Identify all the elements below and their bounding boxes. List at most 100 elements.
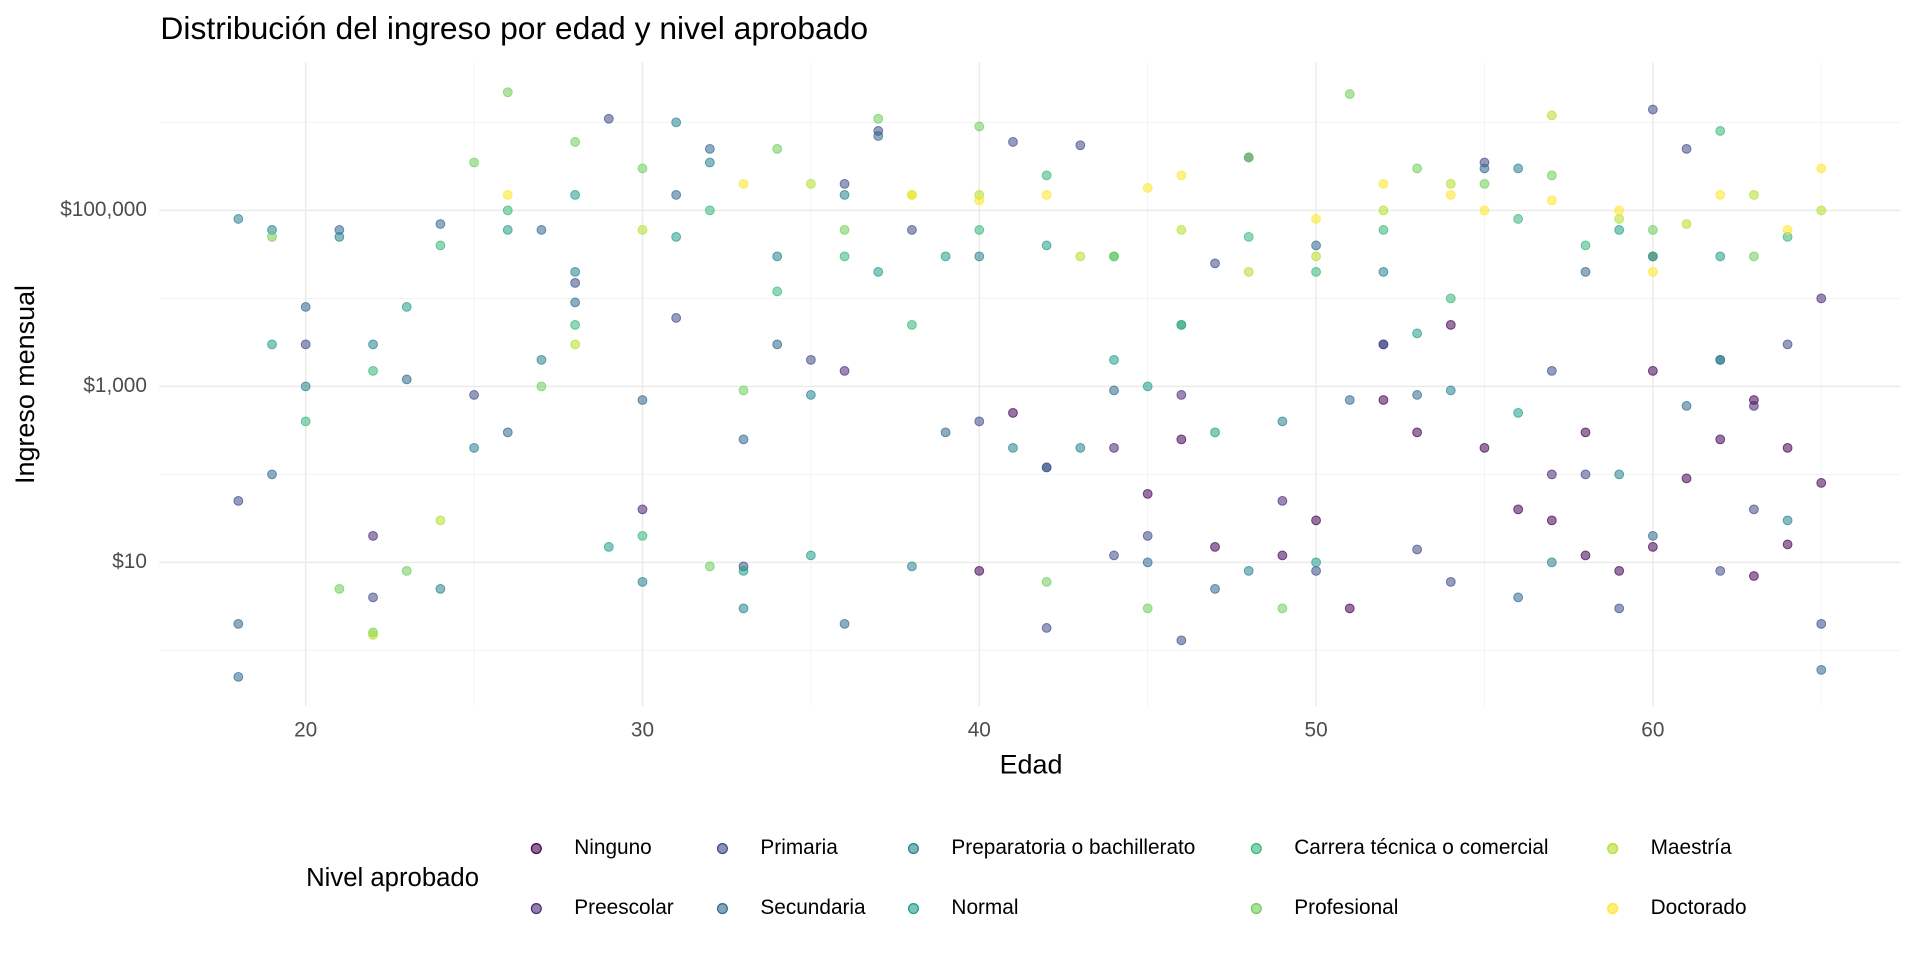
point: [873, 131, 884, 141]
point: [1445, 179, 1456, 189]
legend-label: Doctorado: [1651, 896, 1747, 919]
point: [1513, 163, 1524, 174]
point: [1412, 427, 1423, 438]
legend-label: Profesional: [1294, 896, 1398, 919]
point: [704, 561, 715, 572]
point: [401, 302, 412, 312]
point: [1277, 603, 1288, 614]
point: [738, 603, 749, 614]
point: [873, 113, 884, 124]
point: [1479, 179, 1490, 189]
point: [435, 515, 446, 526]
point: [839, 225, 850, 235]
point: [1715, 189, 1726, 200]
point: [1816, 478, 1827, 488]
point: [1176, 319, 1187, 330]
point: [1546, 557, 1557, 568]
point: [1311, 251, 1321, 262]
point: [1142, 488, 1153, 499]
point: [1681, 219, 1692, 229]
point: [1142, 603, 1153, 614]
point: [435, 240, 446, 251]
point: [368, 592, 378, 603]
point: [368, 530, 378, 541]
point: [1782, 442, 1793, 453]
point: [1479, 163, 1490, 174]
point: [1715, 434, 1726, 445]
point: [1412, 328, 1423, 339]
point: [1243, 231, 1254, 242]
point: [772, 286, 783, 297]
point: [1311, 266, 1321, 277]
legend-label: Secundaria: [760, 896, 866, 919]
point: [1142, 530, 1153, 541]
point: [1378, 205, 1389, 216]
point: [805, 390, 816, 400]
point: [570, 137, 581, 147]
point: [570, 189, 581, 200]
point: [1243, 266, 1254, 277]
point: [1782, 225, 1793, 235]
point: [637, 576, 648, 587]
point: [1647, 225, 1658, 235]
point: [469, 442, 479, 453]
point: [1142, 557, 1153, 568]
point: [1715, 354, 1726, 365]
point: [1816, 664, 1827, 675]
point: [1782, 339, 1793, 350]
point: [1344, 603, 1355, 614]
point: [1109, 385, 1119, 396]
legend-swatch: [716, 843, 728, 855]
point: [1109, 354, 1119, 365]
point: [1715, 251, 1726, 262]
point: [368, 365, 378, 376]
x-tick-label: 60: [1641, 719, 1664, 742]
point: [1647, 104, 1658, 115]
point: [267, 469, 277, 480]
point: [772, 339, 783, 350]
point: [907, 561, 917, 572]
point: [469, 157, 479, 168]
point: [1546, 170, 1557, 181]
point: [1445, 189, 1456, 200]
point: [1075, 140, 1086, 151]
legend-swatch: [907, 903, 919, 915]
point: [570, 266, 581, 277]
point: [873, 266, 884, 277]
point: [1513, 504, 1524, 515]
point: [570, 339, 581, 350]
point: [1580, 266, 1591, 277]
point: [907, 225, 917, 235]
point: [974, 251, 985, 262]
point: [1412, 390, 1423, 400]
point: [401, 566, 412, 576]
point: [1041, 576, 1052, 587]
point: [1142, 183, 1153, 193]
point: [1614, 566, 1625, 576]
point: [1681, 473, 1692, 484]
point: [1041, 623, 1052, 633]
point: [435, 583, 446, 594]
point: [1513, 214, 1524, 224]
point: [1614, 225, 1625, 235]
point: [974, 195, 985, 206]
point: [704, 205, 715, 216]
point: [1378, 339, 1389, 350]
point: [1816, 293, 1827, 304]
y-tick-label: $100,000: [60, 198, 147, 221]
point: [1816, 618, 1827, 629]
point: [1176, 170, 1187, 181]
point: [1479, 205, 1490, 216]
legend-title: Nivel aprobado: [306, 864, 479, 892]
point: [1749, 251, 1759, 262]
point: [233, 495, 244, 506]
point: [300, 416, 311, 427]
point: [1311, 214, 1321, 224]
point: [334, 231, 345, 242]
point: [839, 365, 850, 376]
point: [1749, 571, 1759, 581]
point: [671, 313, 682, 323]
point: [940, 427, 951, 438]
